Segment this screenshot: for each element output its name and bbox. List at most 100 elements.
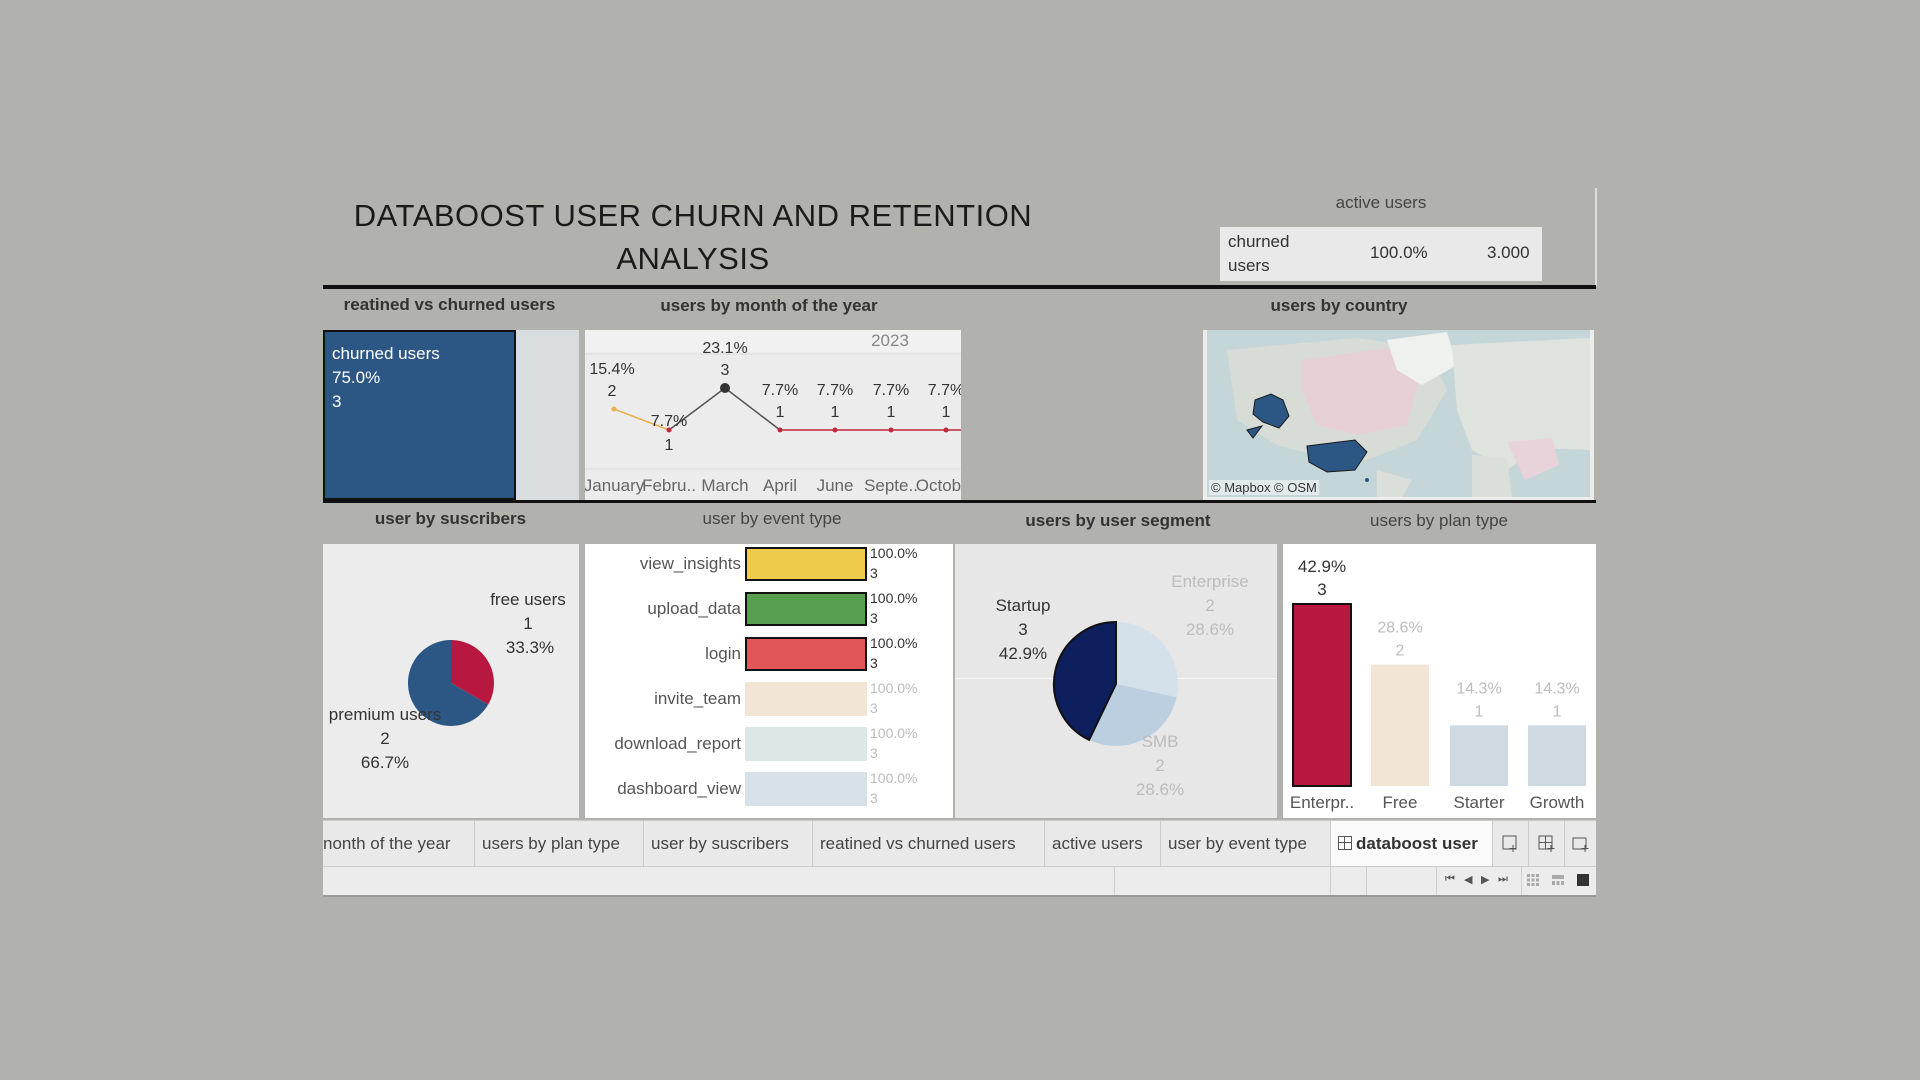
- tab-user-by-event-type[interactable]: user by event type: [1161, 821, 1331, 867]
- first-sheet-icon[interactable]: ⏮: [1445, 873, 1455, 885]
- alaska-island-shape: [1246, 425, 1264, 439]
- month-tick-label: October: [916, 476, 961, 495]
- india-region: [1507, 438, 1559, 480]
- churned-users-tile[interactable]: churned users 75.0% 3: [323, 330, 516, 500]
- segment-pie[interactable]: [955, 544, 1277, 818]
- plan-percent-label: 14.3%: [1456, 680, 1501, 697]
- line-segment: [724, 387, 781, 431]
- startup-slice[interactable]: [1052, 620, 1117, 742]
- next-sheet-icon[interactable]: ▶: [1481, 874, 1490, 886]
- event-bar[interactable]: [745, 637, 867, 671]
- point-percent-label: 7.7%: [762, 382, 798, 399]
- grid-view-icon[interactable]: [1526, 873, 1540, 887]
- churned-users-count: 3: [332, 392, 342, 411]
- premium-users-label: premium users 2 66.7%: [323, 703, 447, 775]
- user-by-subscribers-panel: free users 1 33.3% premium users 2 66.7%: [323, 544, 579, 818]
- africa-land: [1472, 455, 1512, 497]
- point-count-label: 1: [887, 404, 896, 421]
- kpi-label-line-1: churned: [1228, 232, 1290, 251]
- new-worksheet-button[interactable]: [1493, 821, 1529, 867]
- greenland: [1387, 332, 1457, 385]
- retained-vs-churned-title: reatined vs churned users: [343, 295, 556, 314]
- year-label: 2023: [871, 331, 909, 350]
- prev-sheet-icon[interactable]: ◀: [1464, 874, 1473, 886]
- active-users-kpi[interactable]: churned users 100.0% 3.000: [1220, 227, 1542, 281]
- filmstrip-view-icon[interactable]: [1551, 873, 1565, 887]
- line-point[interactable]: [888, 427, 894, 433]
- event-percent: 100.0%: [870, 590, 918, 606]
- world-map[interactable]: [1207, 330, 1590, 497]
- smb-slice[interactable]: [1089, 684, 1177, 747]
- line-point[interactable]: [777, 427, 783, 433]
- tab-user-by-subscribers[interactable]: user by suscribers: [644, 821, 813, 867]
- user-by-event-type-title: user by event type: [702, 509, 842, 528]
- plan-bar[interactable]: [1371, 664, 1429, 786]
- plan-bar[interactable]: [1292, 603, 1352, 787]
- user-by-event-type-panel: view_insights 100.0% 3 upload_data 100.0% 3 lo…: [585, 544, 953, 818]
- year-header-bg: [585, 330, 961, 352]
- status-divider: [1366, 867, 1367, 895]
- smb-name: SMB: [1141, 732, 1179, 751]
- kpi-label-line-2: users: [1228, 256, 1270, 275]
- status-bar: ⏮ ◀ ▶ ⏭: [323, 866, 1596, 897]
- startup-count: 3: [1018, 620, 1028, 639]
- free-users-label: free users 1 33.3%: [478, 588, 578, 660]
- new-story-icon: [1572, 837, 1588, 852]
- free-users-slice[interactable]: [451, 640, 494, 705]
- event-type-label: login: [705, 644, 741, 663]
- month-tick-label: Septe..: [864, 476, 918, 495]
- line-point[interactable]: [666, 427, 672, 433]
- event-bar[interactable]: [745, 772, 867, 806]
- tab-databoost-user[interactable]: databoost user: [1331, 821, 1493, 867]
- plan-bar[interactable]: [1450, 725, 1508, 786]
- event-type-label: invite_team: [654, 689, 741, 708]
- plan-tick-label: Free: [1383, 793, 1418, 812]
- tab-users-by-plan-type[interactable]: users by plan type: [475, 821, 644, 867]
- retained-vs-churned-panel: churned users 75.0% 3: [323, 330, 579, 500]
- event-bar[interactable]: [745, 682, 867, 716]
- point-percent-label: 7.7%: [651, 413, 687, 430]
- sheet-tab-bar: nonth of the year users by plan type use…: [323, 820, 1596, 867]
- free-users-name: free users: [490, 590, 566, 609]
- event-bar[interactable]: [745, 547, 867, 581]
- plan-count-label: 1: [1475, 703, 1484, 720]
- users-by-country-title: users by country: [1270, 296, 1408, 315]
- month-tick-label: Nove..: [960, 476, 961, 495]
- line-point[interactable]: [720, 383, 730, 393]
- status-divider: [1330, 867, 1331, 895]
- premium-users-slice[interactable]: [407, 640, 489, 726]
- users-by-month-chart: 2023 15.4% 2 January 7.7% 1 Febru.. 23.1% 3 Marc…: [585, 330, 961, 495]
- event-value-label: 100.0% 3: [870, 768, 917, 808]
- alaska-shape[interactable]: [1252, 393, 1290, 429]
- event-type-label: view_insights: [639, 554, 741, 573]
- line-point[interactable]: [611, 406, 617, 412]
- tab-users-by-month[interactable]: nonth of the year: [323, 821, 475, 867]
- single-view-icon[interactable]: [1576, 873, 1590, 887]
- point-count-label: 1: [831, 404, 840, 421]
- event-count: 3: [870, 655, 878, 671]
- new-dashboard-button[interactable]: [1529, 821, 1565, 867]
- event-percent: 100.0%: [870, 545, 918, 561]
- event-bar[interactable]: [745, 727, 867, 761]
- active-users-title: active users: [1335, 193, 1427, 212]
- free-users-count: 1: [523, 614, 533, 633]
- tab-retained-vs-churned[interactable]: reatined vs churned users: [813, 821, 1045, 867]
- event-bar[interactable]: [745, 592, 867, 626]
- subscribers-pie[interactable]: [323, 544, 579, 818]
- line-segment: [668, 387, 726, 431]
- line-point[interactable]: [832, 427, 838, 433]
- new-story-button[interactable]: [1565, 821, 1596, 867]
- event-percent: 100.0%: [870, 725, 918, 741]
- plan-bar[interactable]: [1528, 725, 1586, 786]
- event-type-label: upload_data: [647, 599, 741, 618]
- kpi-divider: [1595, 188, 1597, 286]
- users-by-month-title: users by month of the year: [660, 296, 878, 315]
- enterprise-slice[interactable]: [1116, 622, 1179, 698]
- line-point[interactable]: [943, 427, 949, 433]
- users-by-segment-panel: Startup 3 42.9% Enterprise 2 28.6% SMB 2…: [955, 544, 1277, 818]
- point-percent-label: 7.7%: [928, 382, 961, 399]
- month-line-series: 15.4% 2 January 7.7% 1 Febru.. 23.1% 3 March 7.7%…: [585, 340, 961, 495]
- usa-shape[interactable]: [1306, 439, 1368, 473]
- last-sheet-icon[interactable]: ⏭: [1498, 873, 1508, 885]
- tab-active-users[interactable]: active users: [1045, 821, 1161, 867]
